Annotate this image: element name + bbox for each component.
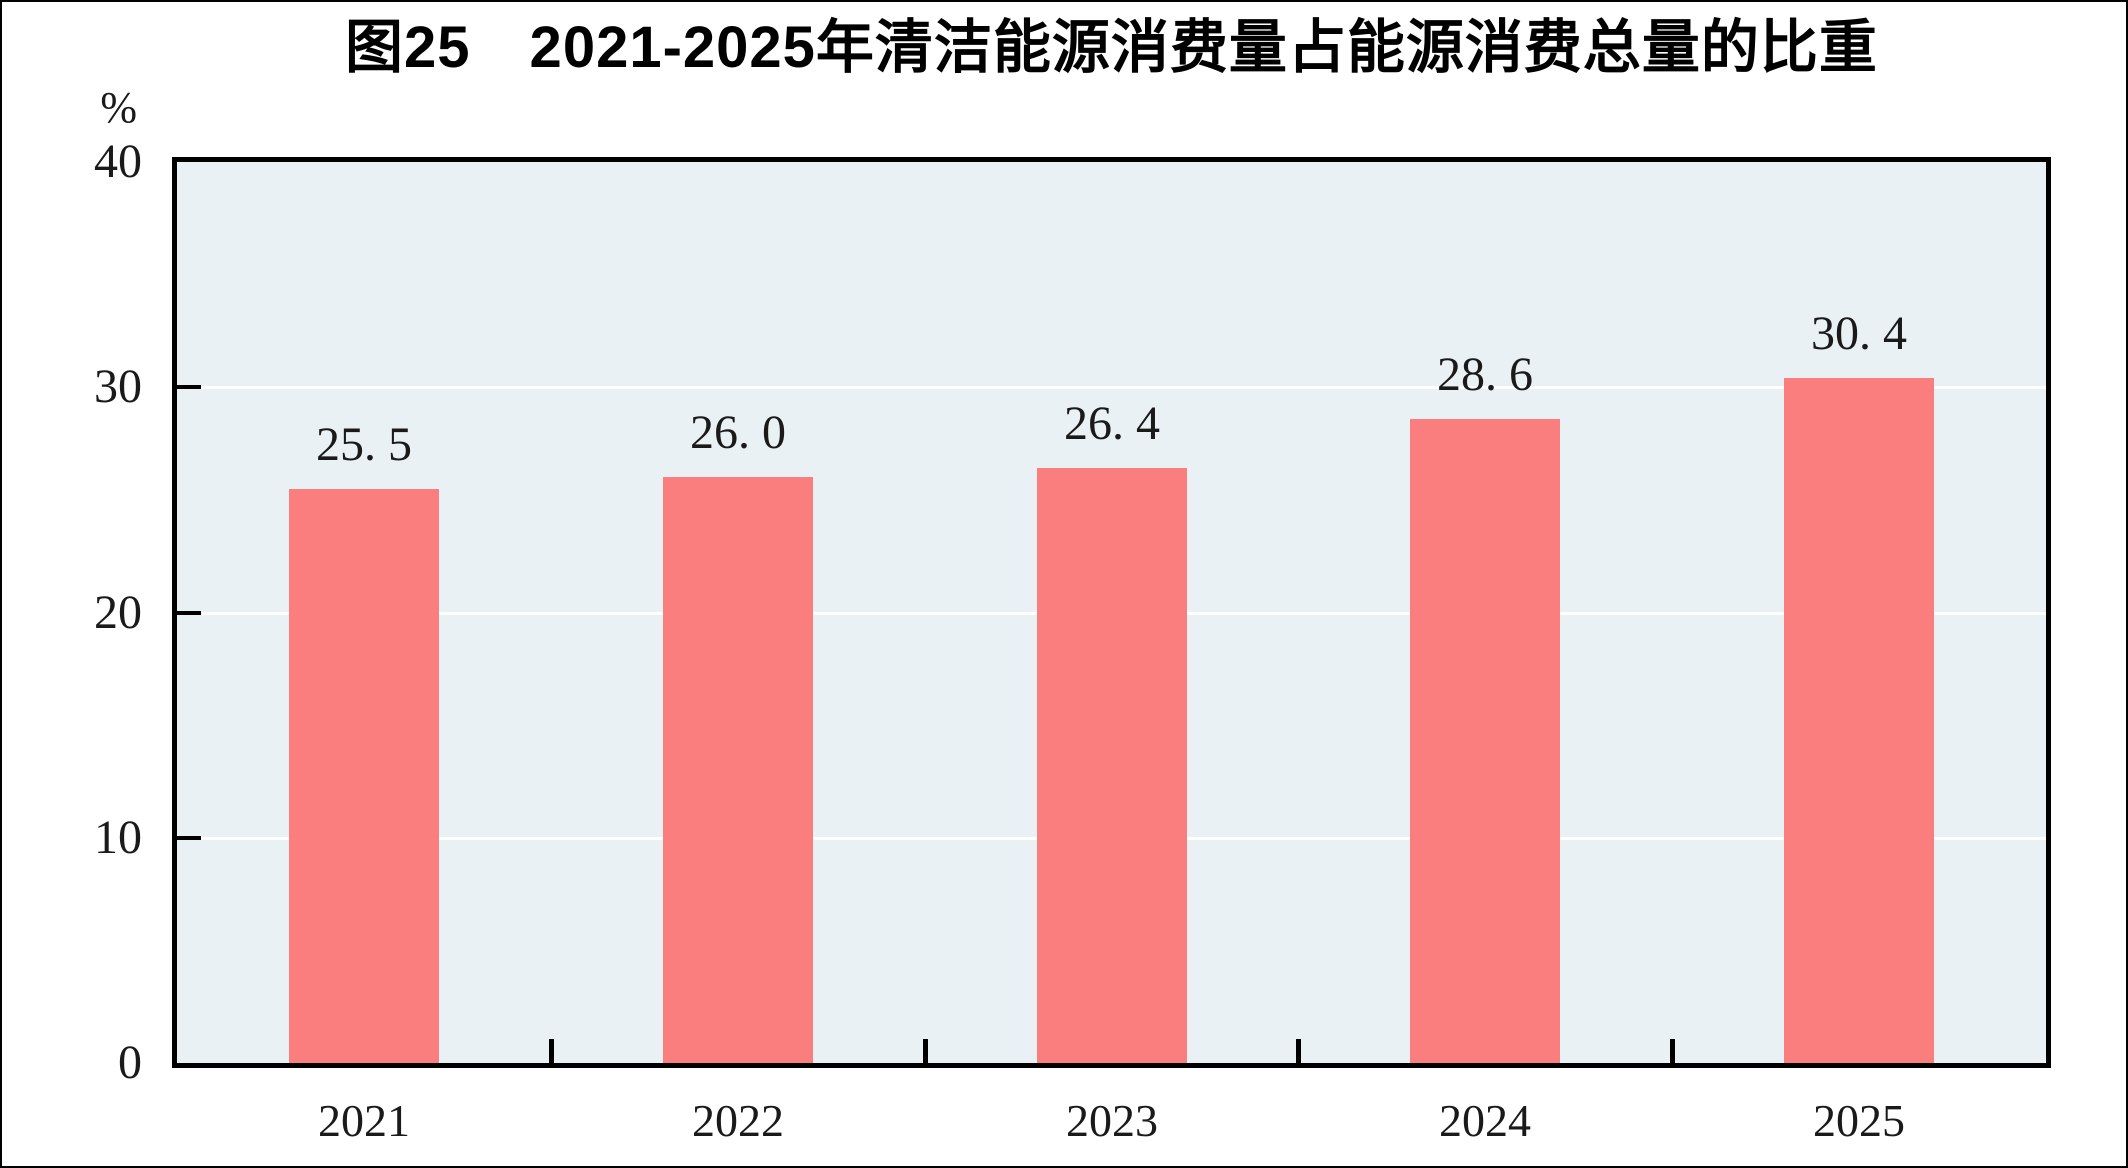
- bar-2025: [1784, 378, 1934, 1063]
- x-axis-boundary-tick-2: [923, 1039, 928, 1063]
- x-axis-tick-label-2022: 2022: [692, 1095, 784, 1146]
- x-axis-boundary-tick-1: [549, 1039, 554, 1063]
- x-axis-tick-label-2021: 2021: [318, 1095, 410, 1146]
- bar-value-label-2023: 26. 4: [1064, 397, 1160, 450]
- chart-title: 图25 2021-2025年清洁能源消费量占能源消费总量的比重: [345, 15, 1878, 80]
- y-axis-tick-label-30: 30: [94, 360, 142, 413]
- bar-2022: [663, 477, 813, 1063]
- bar-2023: [1037, 468, 1187, 1063]
- bar-value-label-2025: 30. 4: [1811, 307, 1907, 360]
- x-axis-tick-label-2023: 2023: [1066, 1095, 1158, 1146]
- y-axis-tick-20: [177, 611, 201, 615]
- y-axis-tick-label-10: 10: [94, 811, 142, 864]
- x-axis-boundary-tick-4: [1670, 1039, 1675, 1063]
- bar-value-label-2024: 28. 6: [1437, 348, 1533, 401]
- x-axis-tick-label-2025: 2025: [1813, 1095, 1905, 1146]
- bar-value-label-2021: 25. 5: [316, 418, 412, 471]
- bar-2021: [289, 489, 439, 1063]
- gridline-30: [177, 386, 2046, 389]
- y-axis-unit-label: %: [100, 83, 137, 132]
- y-axis-tick-10: [177, 836, 201, 840]
- bar-2024: [1410, 419, 1560, 1063]
- bar-value-label-2022: 26. 0: [690, 406, 786, 459]
- x-axis-boundary-tick-3: [1296, 1039, 1301, 1063]
- y-axis-tick-label-40: 40: [94, 135, 142, 188]
- y-axis-tick-label-0: 0: [118, 1036, 142, 1089]
- x-axis-tick-label-2024: 2024: [1439, 1095, 1531, 1146]
- y-axis-tick-label-20: 20: [94, 586, 142, 639]
- y-axis-tick-30: [177, 385, 201, 389]
